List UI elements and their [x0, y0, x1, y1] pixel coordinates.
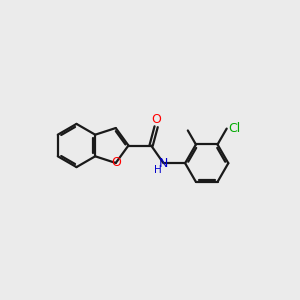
Text: O: O	[151, 112, 161, 125]
Text: H: H	[154, 165, 162, 175]
Text: O: O	[111, 157, 121, 169]
Text: N: N	[159, 157, 168, 170]
Text: Cl: Cl	[228, 122, 240, 135]
